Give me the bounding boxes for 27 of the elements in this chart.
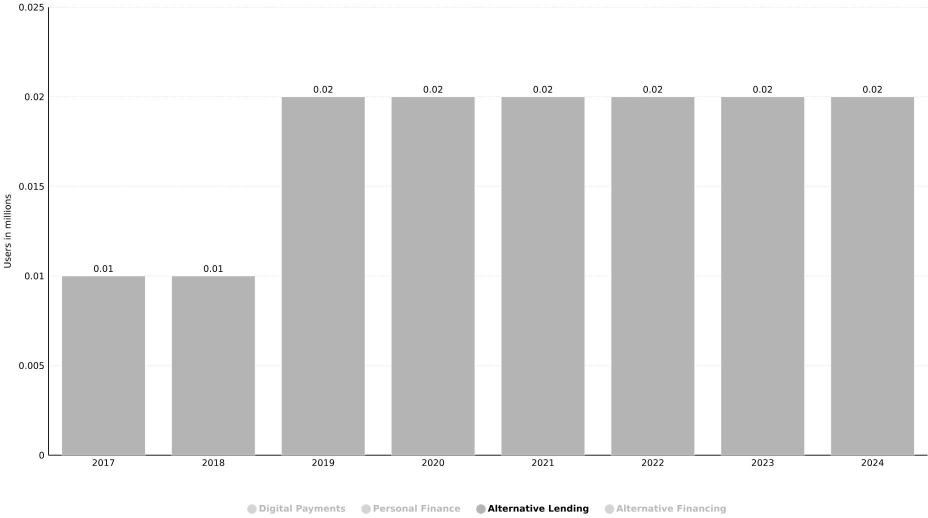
x-tick-label: 2018 [202, 459, 224, 466]
data-label: 0.01 [94, 265, 113, 272]
y-tick-label: 0.01 [24, 272, 44, 280]
x-tick-label: 2020 [422, 459, 444, 466]
y-axis-title: Users in millions [4, 194, 11, 268]
x-tick-label: 2024 [862, 459, 884, 466]
legend-label: Personal Finance [374, 504, 460, 512]
x-tick-label: 2023 [752, 459, 774, 466]
data-label: 0.02 [424, 86, 442, 93]
data-label: 0.02 [534, 86, 552, 93]
y-tick-label: 0.02 [24, 93, 44, 100]
x-tick-label: 2017 [92, 459, 114, 466]
legend-label: Digital Payments [260, 504, 346, 514]
data-label: 0.02 [753, 86, 772, 93]
y-tick-label: 0.005 [19, 362, 44, 370]
x-tick-label: 2019 [312, 459, 334, 466]
y-tick-label: 0.025 [19, 4, 44, 11]
x-tick-label: 2022 [642, 459, 664, 466]
x-tick-label: 2021 [532, 459, 554, 466]
legend-label: Alternative Lending [488, 504, 588, 514]
data-label: 0.01 [204, 265, 223, 272]
y-tick-label: 0 [39, 452, 44, 459]
legend-label: Alternative Financing [616, 504, 726, 514]
y-tick-label: 0.015 [19, 183, 44, 190]
data-label: 0.02 [863, 86, 882, 93]
data-label: 0.02 [314, 86, 332, 93]
data-label: 0.02 [643, 86, 662, 93]
